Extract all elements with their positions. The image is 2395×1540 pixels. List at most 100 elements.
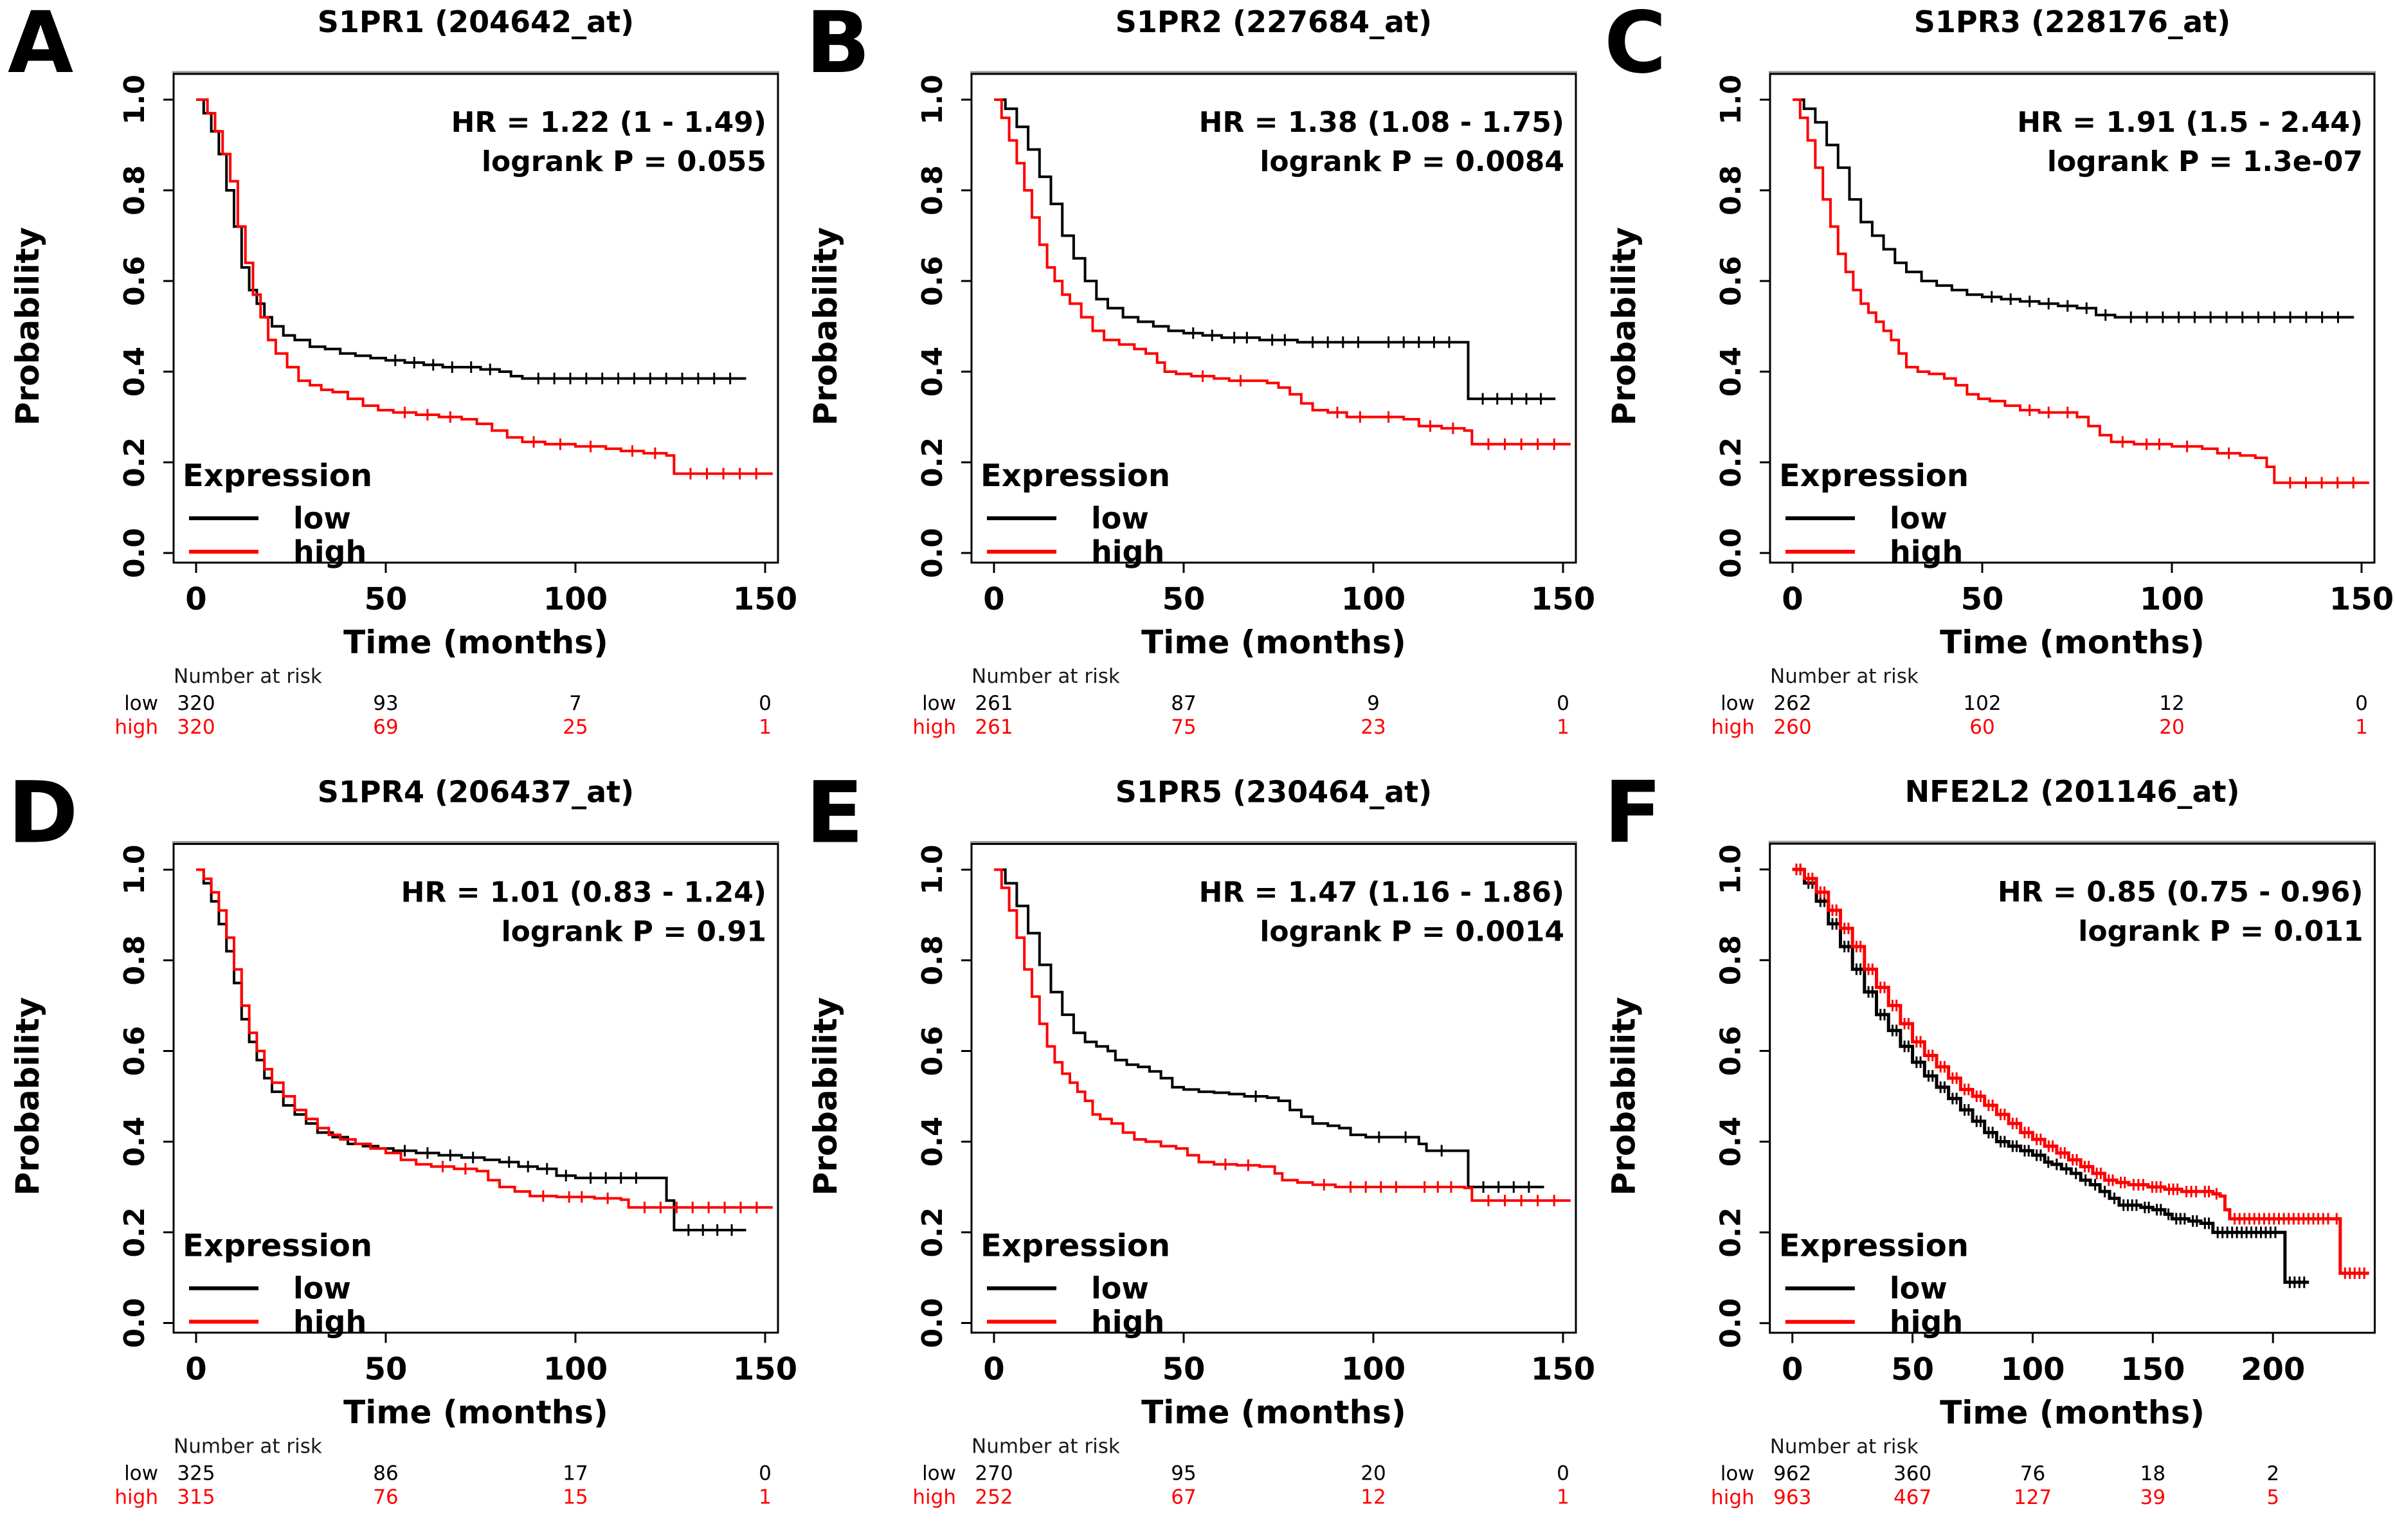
risk-value-high: 1 — [759, 1486, 772, 1509]
y-tick-label: 0.6 — [118, 256, 151, 306]
x-tick-label: 0 — [983, 1352, 1004, 1388]
legend-label-high: high — [1890, 1305, 1963, 1339]
y-tick-label: 0.4 — [916, 347, 949, 397]
y-axis-title: Probability — [9, 227, 46, 426]
hr-annotation: HR = 1.01 (0.83 - 1.24) — [401, 876, 766, 909]
y-tick-label: 0.8 — [118, 165, 151, 215]
risk-value-high: 75 — [1171, 716, 1196, 739]
hr-annotation: HR = 1.38 (1.08 - 1.75) — [1199, 106, 1564, 139]
y-axis-title: Probability — [807, 997, 844, 1196]
legend-title: Expression — [981, 458, 1170, 494]
y-tick-label: 0.8 — [1715, 165, 1748, 215]
risk-value-high: 1 — [1557, 1486, 1569, 1509]
survival-curve-high — [196, 868, 773, 1209]
risk-row-label-low: low — [922, 1462, 956, 1485]
legend-label-low: low — [293, 501, 351, 536]
risk-row-label-high: high — [114, 1486, 158, 1509]
panel-letter: A — [8, 0, 73, 93]
risk-value-high: 315 — [177, 1486, 215, 1509]
panel-title: S1PR1 (204642_at) — [318, 5, 634, 39]
risk-value-low: 18 — [2140, 1462, 2165, 1485]
legend-title: Expression — [1779, 1228, 1969, 1264]
risk-table-header: Number at risk — [972, 665, 1120, 688]
y-tick-label: 0.6 — [916, 1026, 949, 1076]
risk-value-high: 60 — [1969, 716, 1994, 739]
y-tick-label: 0.4 — [1715, 1116, 1748, 1166]
plot-frame — [970, 73, 1577, 564]
plot-frame — [172, 73, 779, 564]
risk-table-header: Number at risk — [972, 1435, 1120, 1458]
x-tick-label: 50 — [1162, 581, 1206, 617]
censor-marks-high — [404, 406, 757, 480]
risk-value-high: 23 — [1360, 716, 1386, 739]
risk-table-header: Number at risk — [1770, 665, 1919, 688]
risk-row-label-low: low — [1721, 1462, 1755, 1485]
logrank-annotation: logrank P = 0.91 — [502, 916, 766, 948]
survival-curve-high — [1793, 98, 2369, 484]
risk-value-high: 1 — [1557, 716, 1569, 739]
y-tick-label: 1.0 — [1715, 844, 1748, 894]
x-tick-label: 150 — [2120, 1352, 2185, 1388]
km-panel-f: F NFE2L2 (201146_at) HR = 0.85 (0.75 - 0.9… — [1596, 770, 2395, 1540]
y-tick-label: 0.6 — [118, 1026, 151, 1076]
survival-curve-low — [994, 868, 1544, 1188]
risk-value-low: 0 — [759, 1462, 772, 1485]
risk-table-header: Number at risk — [174, 1435, 322, 1458]
risk-value-low: 0 — [1557, 1462, 1569, 1485]
legend-label-high: high — [1091, 534, 1164, 569]
x-tick-label: 50 — [1961, 581, 2004, 617]
y-tick-label: 0.4 — [118, 347, 151, 397]
censor-marks-low — [1192, 327, 1542, 405]
y-tick-label: 0.8 — [118, 936, 151, 986]
y-tick-label: 0.2 — [1715, 1208, 1748, 1258]
x-tick-label: 100 — [1341, 581, 1405, 617]
x-tick-label: 150 — [733, 581, 797, 617]
x-tick-label: 50 — [1162, 1352, 1206, 1388]
legend-label-low: low — [1091, 501, 1149, 536]
plot-frame — [970, 843, 1577, 1334]
panel-letter: B — [806, 0, 871, 93]
panel-letter: E — [806, 770, 863, 863]
x-tick-label: 0 — [1782, 1352, 1803, 1388]
km-plot-e: E S1PR5 (230464_at) HR = 1.47 (1.16 - 1.86… — [806, 770, 1595, 1509]
risk-value-high: 1 — [2355, 716, 2368, 739]
risk-value-high: 20 — [2159, 716, 2184, 739]
x-tick-label: 150 — [1531, 581, 1595, 617]
risk-value-high: 39 — [2140, 1486, 2165, 1509]
legend-title: Expression — [183, 1228, 372, 1264]
survival-curve-low — [196, 98, 746, 380]
y-tick-label: 0.6 — [1715, 1026, 1748, 1076]
risk-value-high: 252 — [975, 1486, 1013, 1509]
risk-value-low: 962 — [1773, 1462, 1811, 1485]
x-tick-label: 50 — [365, 581, 408, 617]
survival-curve-high — [994, 868, 1571, 1202]
y-tick-label: 0.2 — [118, 1208, 151, 1258]
y-tick-label: 0.6 — [916, 256, 949, 306]
panel-title: NFE2L2 (201146_at) — [1905, 774, 2240, 809]
risk-value-high: 69 — [373, 716, 398, 739]
y-tick-label: 0.4 — [1715, 347, 1748, 397]
legend-title: Expression — [183, 458, 372, 494]
y-tick-label: 0.2 — [1715, 437, 1748, 487]
risk-value-high: 15 — [563, 1486, 588, 1509]
risk-value-low: 86 — [373, 1462, 398, 1485]
km-plot-c: C S1PR3 (228176_at) HR = 1.91 (1.5 - 2.44)… — [1604, 0, 2394, 739]
km-plot-a: A S1PR1 (204642_at) HR = 1.22 (1 - 1.49) lo… — [8, 0, 797, 739]
hr-annotation: HR = 0.85 (0.75 - 0.96) — [1998, 876, 2363, 909]
km-panel-a: A S1PR1 (204642_at) HR = 1.22 (1 - 1.49) lo… — [0, 0, 798, 770]
x-tick-label: 50 — [1891, 1352, 1934, 1388]
x-tick-label: 50 — [365, 1352, 408, 1388]
panel-title: S1PR3 (228176_at) — [1914, 5, 2230, 39]
survival-curve-low — [196, 868, 746, 1231]
y-tick-label: 0.8 — [1715, 935, 1748, 985]
risk-value-low: 325 — [177, 1462, 215, 1485]
plot-frame — [1769, 842, 2376, 1334]
risk-value-low: 17 — [563, 1462, 588, 1485]
legend-label-high: high — [1091, 1305, 1164, 1339]
x-axis-title: Time (months) — [1141, 1394, 1406, 1431]
panel-letter: D — [8, 770, 78, 863]
survival-curve-high — [994, 98, 1571, 446]
y-axis-title: Probability — [807, 227, 844, 426]
panel-title: S1PR2 (227684_at) — [1116, 5, 1432, 39]
risk-row-label-high: high — [1711, 1486, 1755, 1509]
